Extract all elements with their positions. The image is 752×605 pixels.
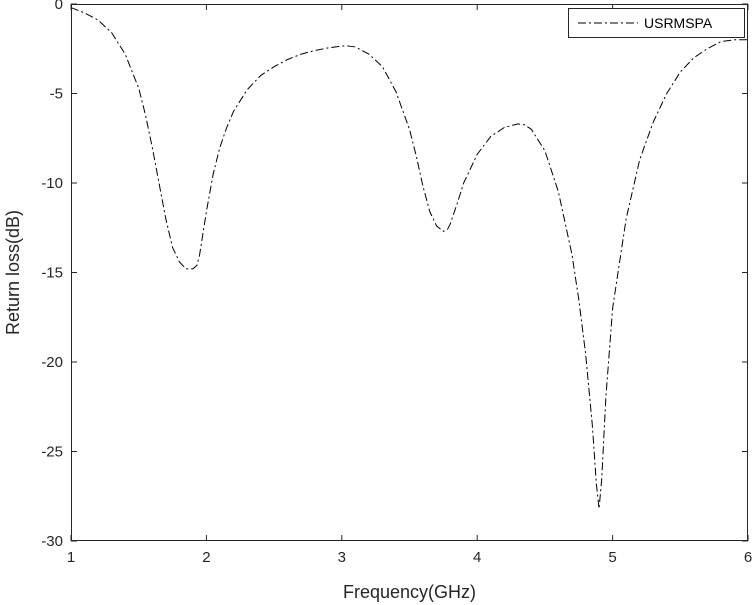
- y-axis: 0 -5 -10 -15 -20 -25 -30: [41, 0, 748, 550]
- y-tick-label: -20: [41, 354, 63, 371]
- y-tick-label: -30: [41, 533, 63, 550]
- plot-area: [71, 4, 748, 541]
- y-tick-label: -25: [41, 444, 63, 461]
- y-axis-label: Return loss(dB): [3, 210, 23, 335]
- legend-label: USRMSPA: [644, 15, 713, 31]
- legend: USRMSPA: [568, 8, 745, 38]
- x-tick-label: 6: [744, 549, 752, 566]
- x-tick-label: 1: [67, 549, 75, 566]
- x-axis: 1 2 3 4 5 6: [67, 4, 752, 566]
- x-tick-label: 2: [202, 549, 210, 566]
- x-axis-label: Frequency(GHz): [343, 582, 476, 602]
- y-tick-label: -5: [50, 86, 63, 103]
- series-line-0: [70, 7, 748, 510]
- y-tick-label: -10: [41, 175, 63, 192]
- x-tick-label: 3: [338, 549, 346, 566]
- y-tick-label: -15: [41, 265, 63, 282]
- series-layer: [70, 7, 748, 510]
- x-tick-label: 4: [473, 549, 481, 566]
- x-tick-label: 5: [608, 549, 616, 566]
- y-tick-label: 0: [55, 0, 63, 13]
